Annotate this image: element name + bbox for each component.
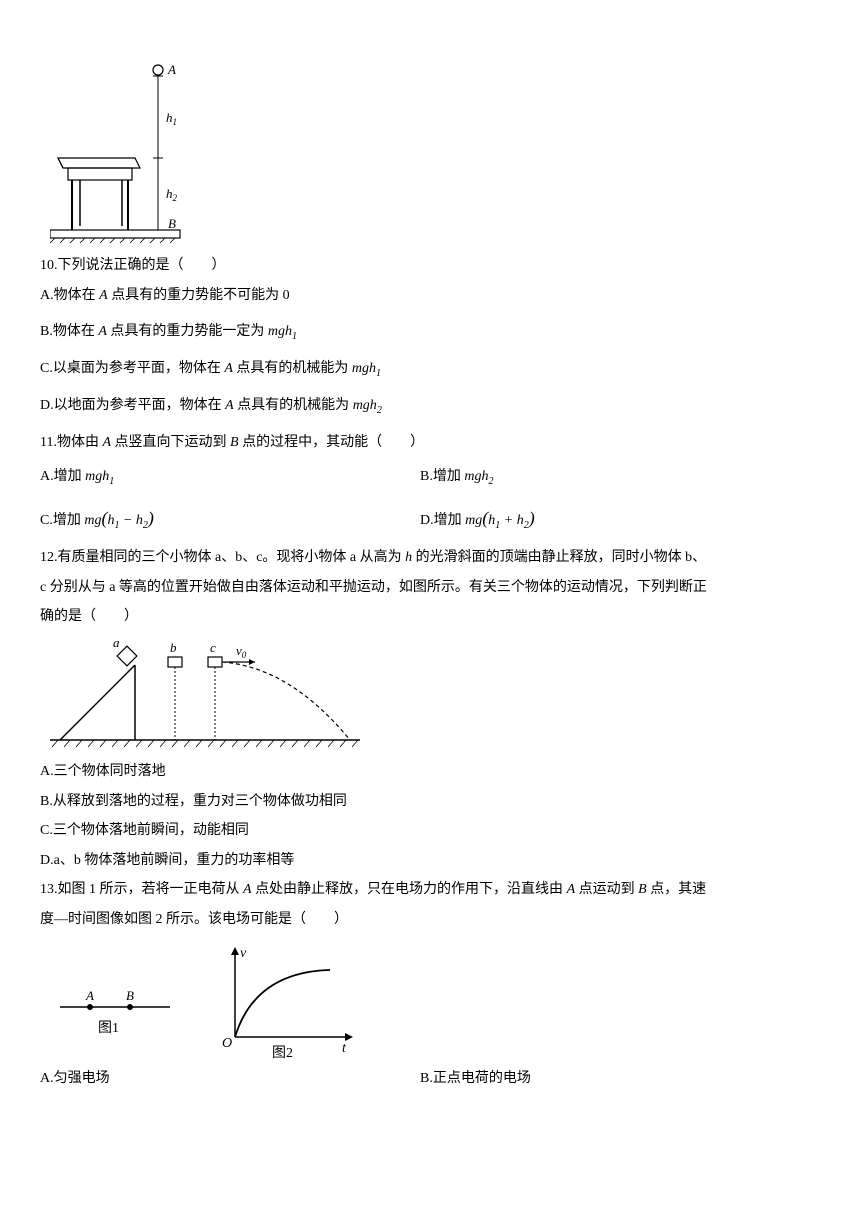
q13-option-b: B.正点电荷的电场 <box>420 1066 531 1093</box>
svg-text:v0: v0 <box>236 643 247 660</box>
q11-stem: 11.物体由 A 点竖直向下运动到 B 点的过程中，其动能（ ） <box>40 430 820 457</box>
point-b-label: B <box>168 216 176 231</box>
figure-q12: a b c v0 <box>50 635 820 755</box>
svg-text:O: O <box>222 1036 232 1051</box>
q12-option-b: B.从释放到落地的过程，重力对三个物体做功相同 <box>40 789 820 816</box>
q10-option-d: D.以地面为参考平面，物体在 A 点具有的机械能为 mgh2 <box>40 393 820 420</box>
figure-q13: A B 图1 v t O 图2 <box>50 942 820 1062</box>
q12-option-c: C.三个物体落地前瞬间，动能相同 <box>40 818 820 845</box>
svg-text:B: B <box>126 988 134 1003</box>
q12-diagram: a b c v0 <box>50 635 380 755</box>
q11-option-a: A.增加 mgh1 <box>40 464 420 491</box>
q10-option-a: A.物体在 A 点具有的重力势能不可能为 0 <box>40 283 820 310</box>
svg-text:v: v <box>240 946 247 961</box>
svg-text:b: b <box>170 640 177 655</box>
q12-option-a: A.三个物体同时落地 <box>40 759 820 786</box>
svg-text:h1: h1 <box>166 110 177 127</box>
q11-option-c: C.增加 mg(h1 − h2) <box>40 501 420 535</box>
q10-diagram: A h1 h2 B <box>50 60 190 245</box>
q10-option-b: B.物体在 A 点具有的重力势能一定为 mgh1 <box>40 319 820 346</box>
svg-text:t: t <box>342 1041 347 1056</box>
svg-text:a: a <box>113 635 120 650</box>
point-a-label: A <box>167 62 176 77</box>
svg-text:A: A <box>85 988 94 1003</box>
q10-stem: 10.下列说法正确的是（ ） <box>40 253 820 280</box>
q13-fig1: A B 图1 <box>50 972 180 1062</box>
q11-option-d: D.增加 mg(h1 + h2) <box>420 501 535 535</box>
q12-option-d: D.a、b 物体落地前瞬间，重力的功率相等 <box>40 848 820 875</box>
q12-stem-line3: 确的是（ ） <box>40 604 820 631</box>
q12-stem-line1: 12.有质量相同的三个小物体 a、b、c。现将小物体 a 从高为 h 的光滑斜面… <box>40 545 820 572</box>
q13-fig2: v t O 图2 <box>210 942 370 1062</box>
svg-text:c: c <box>210 640 216 655</box>
svg-text:h2: h2 <box>166 186 178 203</box>
q13-stem-line1: 13.如图 1 所示，若将一正电荷从 A 点处由静止释放，只在电场力的作用下，沿… <box>40 877 820 904</box>
figure-q10: A h1 h2 B <box>50 60 820 245</box>
q10-option-c: C.以桌面为参考平面，物体在 A 点具有的机械能为 mgh1 <box>40 356 820 383</box>
q13-stem-line2: 度—时间图像如图 2 所示。该电场可能是（ ） <box>40 907 820 934</box>
q12-stem-line2: c 分别从与 a 等高的位置开始做自由落体运动和平抛运动，如图所示。有关三个物体… <box>40 575 820 602</box>
q13-option-a: A.匀强电场 <box>40 1066 420 1093</box>
q11-option-b: B.增加 mgh2 <box>420 464 493 491</box>
svg-text:图2: 图2 <box>272 1046 293 1061</box>
svg-text:图1: 图1 <box>98 1021 119 1036</box>
